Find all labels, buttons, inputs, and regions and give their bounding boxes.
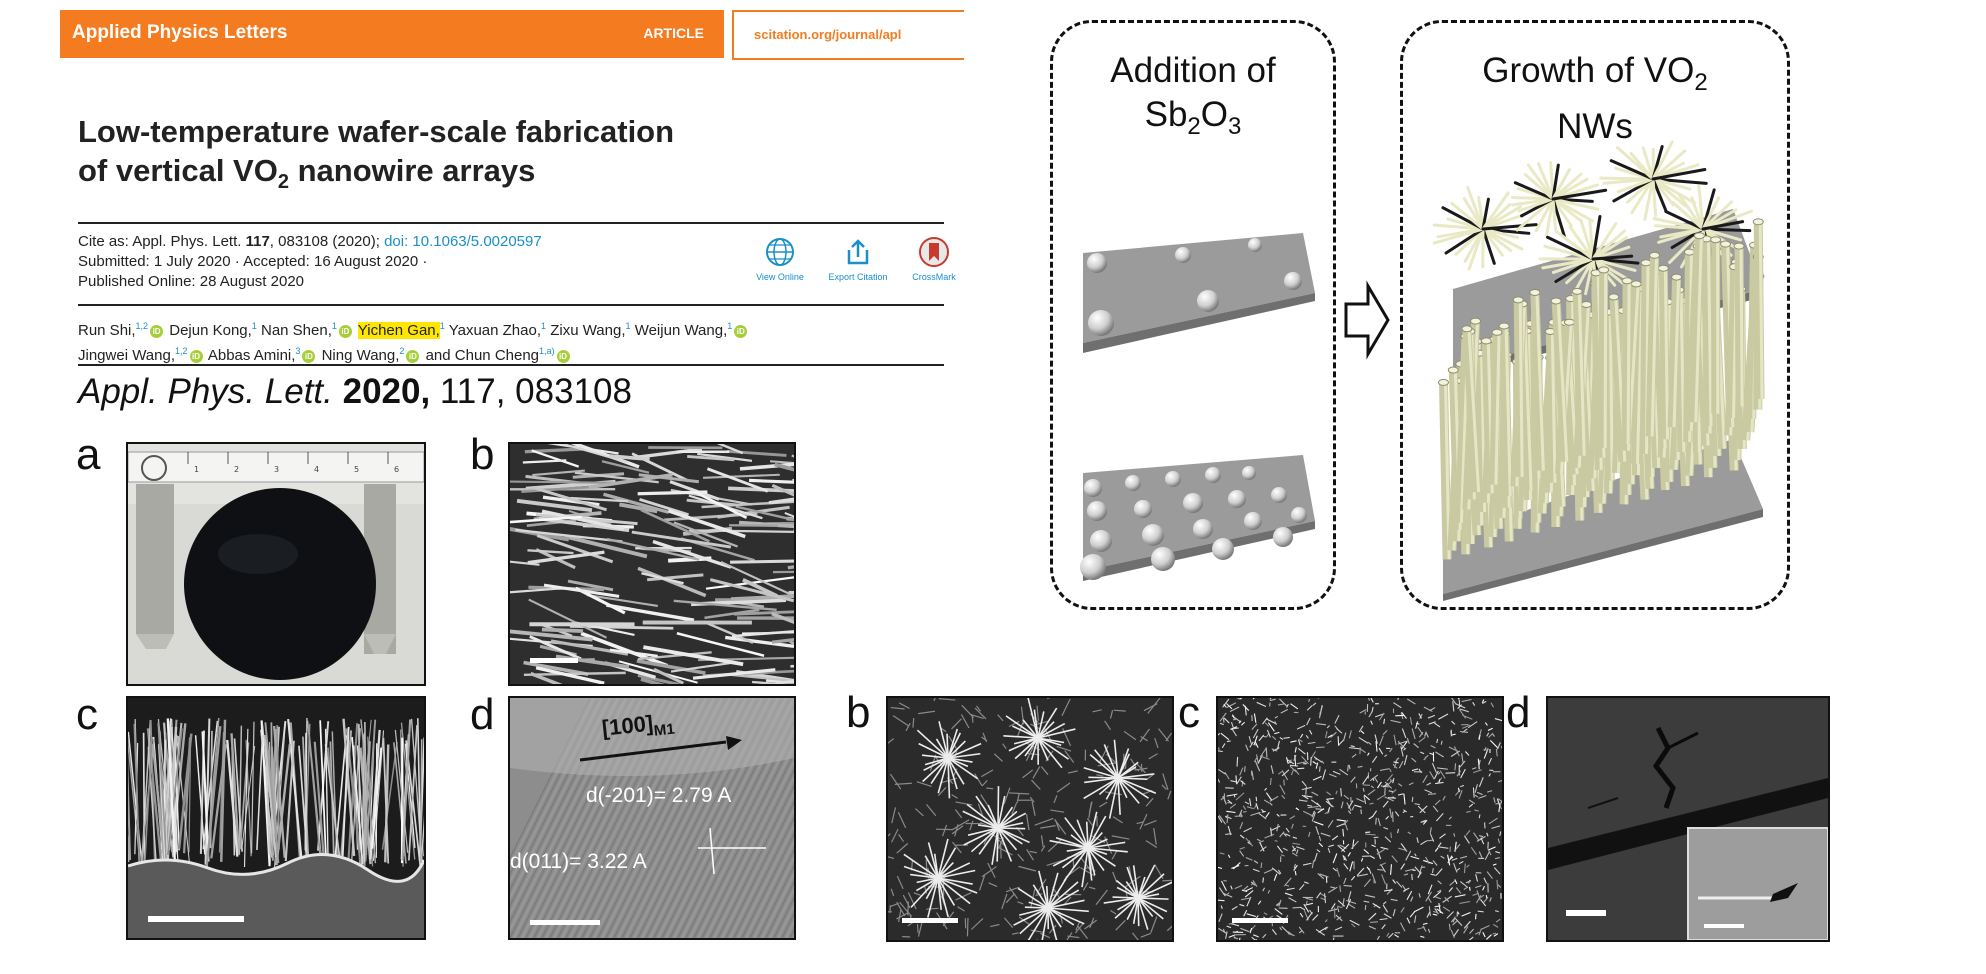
bottom-panel-label-c: c [1178, 688, 1200, 737]
sem-panel-bottom-d [1546, 696, 1830, 942]
schematic-step-1-box: Addition of Sb2O3 [1050, 20, 1336, 610]
sem-panel-bottom-c [1216, 696, 1504, 942]
orcid-icon[interactable]: iD [302, 349, 316, 363]
author-affiliation: 1,2 [135, 321, 149, 331]
orcid-icon[interactable]: iD [556, 349, 570, 363]
nanowire-growth-illustration [1432, 140, 1765, 601]
journal-site-box[interactable]: scitation.org/journal/apl [732, 10, 964, 60]
sem-panel-c [126, 696, 426, 940]
schematic-step-2-box: Growth of VO2 NWs [1400, 20, 1790, 610]
author-affiliation: 1 [439, 321, 445, 331]
ruler-label-6: 6 [394, 465, 399, 474]
ruler-label-2: 2 [234, 465, 239, 474]
doi-link[interactable]: doi: 10.1063/5.0020597 [384, 233, 542, 250]
journal-site-link[interactable]: scitation.org/journal/apl [754, 27, 902, 42]
nanowire-sem-image-b [510, 444, 794, 684]
film-crack-sem-image [1548, 698, 1828, 940]
author-affiliation: 1 [727, 321, 733, 331]
author-name: and Chun Cheng [425, 347, 540, 364]
journal-name: Applied Physics Letters [72, 22, 288, 43]
author-affiliation: 1 [541, 321, 547, 331]
paper-title: Low-temperature wafer-scale fabrication … [78, 112, 798, 202]
submission-dates: Submitted: 1 July 2020 · Accepted: 16 Au… [78, 253, 428, 270]
divider-top [78, 222, 944, 224]
crossmark-button[interactable]: CrossMark [894, 236, 974, 282]
author-name: Jingwei Wang, [78, 347, 175, 364]
author-name: Yichen Gan, [357, 322, 440, 339]
published-date: Published Online: 28 August 2020 [78, 273, 305, 290]
author-name: Dejun Kong, [169, 322, 252, 339]
sem-panel-b [508, 442, 796, 686]
orcid-icon[interactable]: iD [734, 324, 748, 338]
hrtem-panel-d: [100]M1 d(-201)= 2.79 A d(011)= 3.22 A [508, 696, 796, 940]
ruler-label-1: 1 [194, 465, 199, 474]
wafer-photo-image: 1 2 3 4 5 6 [128, 444, 424, 680]
nanowire-cluster-sem-image [888, 698, 1172, 940]
citation-block: Cite as: Appl. Phys. Lett. 117, 083108 (… [78, 232, 542, 292]
author-name: Nan Shen, [260, 322, 332, 339]
author-affiliation: 1,2 [175, 346, 188, 356]
ruler-label-5: 5 [354, 465, 359, 474]
schematic-step-1-label: Addition of Sb2O3 [1110, 51, 1276, 140]
article-type-label: ARTICLE [643, 25, 704, 41]
author-affiliation: 1,a) [539, 346, 555, 356]
panel-label-c: c [76, 690, 98, 739]
hrtem-image [510, 698, 794, 938]
divider-middle [78, 304, 944, 306]
author-affiliation: 2 [399, 346, 405, 356]
author-name: Yaxuan Zhao, [448, 322, 542, 339]
orcid-icon[interactable]: iD [150, 324, 164, 338]
orcid-icon[interactable]: iD [406, 349, 420, 363]
process-arrow-icon [1344, 280, 1390, 360]
journal-citation: Appl. Phys. Lett. 2020, 117, 083108 [78, 372, 632, 411]
dense-nanowire-sem-image [1218, 698, 1502, 940]
bottom-panel-label-d: d [1506, 688, 1531, 737]
author-name: Zixu Wang, [550, 322, 626, 339]
author-name: Run Shi, [78, 322, 136, 339]
globe-icon [766, 238, 794, 266]
panel-label-a: a [76, 430, 101, 479]
orcid-icon[interactable]: iD [338, 324, 352, 338]
view-online-button[interactable]: View Online [740, 236, 820, 282]
export-citation-button[interactable]: Export Citation [818, 236, 898, 282]
orcid-icon[interactable]: iD [189, 349, 203, 363]
cite-as: Cite as: Appl. Phys. Lett. 117, 083108 (… [78, 233, 542, 250]
author-affiliation: 1 [331, 321, 337, 331]
author-name: Weijun Wang, [634, 322, 728, 339]
author-affiliation: 1 [251, 321, 257, 331]
panel-label-b: b [470, 430, 495, 479]
d-spacing-011-label: d(011)= 3.22 A [510, 850, 647, 873]
author-name: Ning Wang, [321, 347, 400, 364]
author-list: Run Shi,1,2iD Dejun Kong,1 Nan Shen,1iD … [78, 316, 944, 366]
title-line-2: of vertical VO2 nanowire arrays [78, 153, 536, 194]
ruler-label-4: 4 [314, 465, 319, 474]
bottom-panel-label-b: b [846, 688, 871, 737]
seed-substrate-illustration [1080, 233, 1315, 581]
nanowire-sem-image-c [128, 698, 424, 938]
divider-bottom [78, 364, 944, 366]
d-spacing-201-label: d(-201)= 2.79 A [586, 784, 732, 807]
share-icon [847, 239, 869, 265]
wafer-photo-panel: 1 2 3 4 5 6 [126, 442, 426, 686]
sem-panel-bottom-b [886, 696, 1174, 942]
journal-header-bar: Applied Physics Letters ARTICLE [60, 10, 724, 58]
schematic-step-2-label: Growth of VO2 NWs [1482, 51, 1708, 146]
ruler-label-3: 3 [274, 465, 279, 474]
panel-label-d: d [470, 690, 495, 739]
author-affiliation: 1 [625, 321, 631, 331]
crossmark-icon [919, 237, 949, 267]
title-line-1: Low-temperature wafer-scale fabrication [78, 114, 675, 149]
author-name: Abbas Amini, [207, 347, 296, 364]
author-affiliation: 3 [295, 346, 301, 356]
